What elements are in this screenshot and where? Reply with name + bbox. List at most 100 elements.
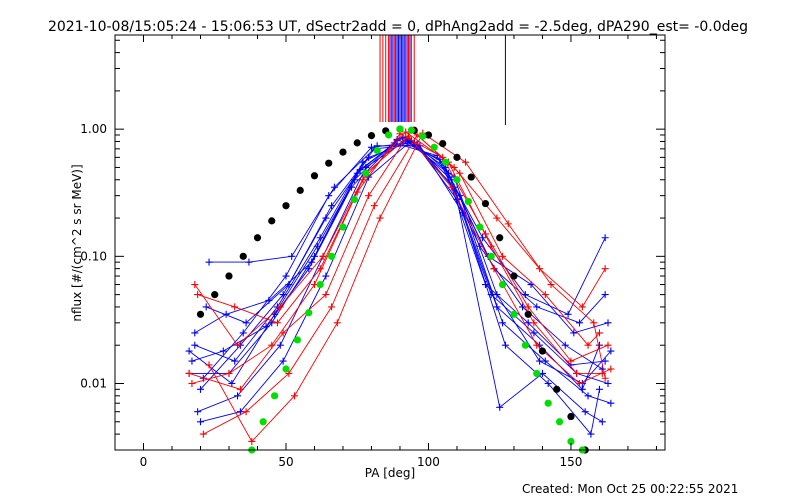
data-point-red-18-8 (547, 281, 555, 289)
data-point-red-17-1 (234, 341, 242, 349)
data-point-blue-5-9 (561, 341, 569, 349)
fit-point-green-8 (339, 223, 347, 231)
x-tick-label-3: 150 (560, 455, 583, 469)
fit-point-black-17 (439, 139, 447, 148)
fit-point-green-28 (567, 437, 575, 446)
fit-point-black-22 (510, 272, 518, 280)
x-tick-label-0: 0 (140, 455, 148, 469)
data-point-blue-5-0 (188, 357, 196, 365)
data-point-red-18-9 (590, 319, 598, 327)
data-point-blue-6-9 (584, 392, 592, 400)
data-point-red-15-10 (601, 265, 609, 273)
fit-point-black-25 (553, 385, 561, 393)
data-point-red-14-8 (530, 319, 538, 327)
data-point-blue-8-2 (282, 272, 290, 280)
data-point-red-17-7 (490, 265, 498, 273)
data-point-red-15-7 (493, 214, 501, 222)
data-point-blue-12-3 (322, 272, 330, 280)
data-point-blue-11-0 (191, 329, 199, 337)
data-point-blue-3-8 (530, 329, 538, 337)
data-point-blue-8-7 (496, 403, 504, 411)
fit-point-green-13 (396, 125, 404, 133)
data-point-red-15-9 (578, 303, 586, 311)
data-point-red-18-7 (504, 220, 512, 228)
y-tick-label-0: 0.01 (80, 377, 107, 391)
data-point-blue-9-1 (228, 380, 236, 388)
data-point-red-16-7 (499, 252, 507, 260)
data-point-blue-10-7 (501, 341, 509, 349)
data-point-blue-10-9 (587, 430, 595, 438)
data-point-red-16-1 (242, 408, 250, 416)
fit-point-black-24 (538, 347, 547, 355)
data-point-red-16-8 (541, 291, 549, 299)
fit-point-black-16 (424, 131, 433, 139)
data-point-red-15-4 (365, 192, 373, 200)
data-point-blue-4-4 (365, 153, 373, 161)
data-point-blue-6-0 (202, 303, 210, 311)
fit-point-black-19 (467, 173, 475, 181)
x-tick-label-2: 100 (417, 455, 440, 469)
data-point-red-18-10 (601, 374, 609, 382)
data-point-red-17-3 (319, 252, 327, 260)
fit-point-green-5 (305, 309, 313, 317)
fit-point-green-9 (350, 195, 358, 204)
data-point-red-13-0 (188, 380, 196, 388)
y-tick-label-1: 0.10 (80, 249, 107, 263)
data-point-blue-5-1 (219, 347, 227, 355)
fit-point-black-10 (339, 148, 347, 156)
data-point-blue-11-1 (222, 310, 230, 318)
data-point-red-14-0 (194, 291, 202, 299)
plot-frame (114, 34, 666, 451)
data-point-blue-10-0 (205, 258, 213, 266)
series-red-16 (199, 131, 603, 438)
data-point-red-17-6 (447, 183, 455, 191)
fit-point-black-21 (496, 234, 504, 242)
fit-point-black-26 (567, 412, 575, 421)
fit-point-green-27 (555, 418, 564, 426)
fit-point-black-1 (211, 291, 219, 299)
data-point-blue-8-4 (367, 143, 375, 151)
fit-point-black-20 (481, 199, 490, 208)
data-point-blue-4-0 (196, 385, 204, 393)
data-point-blue-10-3 (330, 183, 338, 191)
data-point-red-14-7 (487, 242, 495, 250)
data-point-blue-8-1 (239, 329, 247, 337)
data-point-red-13-9 (567, 357, 575, 365)
data-point-blue-9-0 (185, 347, 193, 355)
data-point-blue-7-9 (576, 319, 584, 327)
data-point-blue-10-10 (595, 385, 603, 393)
data-point-blue-4-2 (279, 291, 287, 299)
x-tick-label-1: 50 (278, 455, 293, 469)
fit-point-green-14 (407, 126, 415, 134)
fit-point-black-18 (453, 153, 461, 161)
data-point-blue-11-4 (350, 176, 358, 184)
data-point-blue-11-9 (564, 310, 572, 318)
fit-point-green-7 (327, 252, 336, 260)
fit-point-green-2 (270, 392, 279, 400)
data-point-blue-2-10 (601, 357, 609, 365)
data-point-red-15-3 (322, 291, 330, 299)
data-point-blue-8-10 (598, 418, 606, 426)
fit-point-green-19 (464, 197, 472, 206)
data-point-blue-7-8 (533, 303, 541, 311)
data-point-blue-12-7 (493, 291, 501, 299)
data-point-red-14-5 (402, 128, 410, 136)
fit-point-green-12 (384, 131, 393, 139)
data-point-blue-11-2 (265, 296, 273, 304)
y-tick-label-2: 1.00 (80, 122, 107, 136)
data-point-red-17-2 (276, 303, 284, 311)
data-point-red-16-6 (456, 169, 464, 177)
data-point-blue-11-7 (479, 234, 487, 242)
fit-point-black-3 (239, 252, 247, 260)
data-point-red-18-4 (376, 214, 384, 222)
fit-point-green-11 (373, 146, 381, 155)
data-point-red-18-0 (205, 361, 213, 369)
data-point-blue-9-10 (604, 319, 612, 327)
y-axis-label: nflux [#/(cm^2 s sr MeV)] (70, 164, 84, 321)
data-point-red-13-10 (604, 341, 612, 349)
axes: 0 50 100 150 0.01 0.10 1.00 (80, 35, 665, 469)
data-point-red-18-6 (462, 158, 470, 166)
data-point-blue-7-0 (194, 408, 202, 416)
fit-point-green-23 (510, 310, 518, 318)
fit-point-green-24 (521, 341, 529, 349)
